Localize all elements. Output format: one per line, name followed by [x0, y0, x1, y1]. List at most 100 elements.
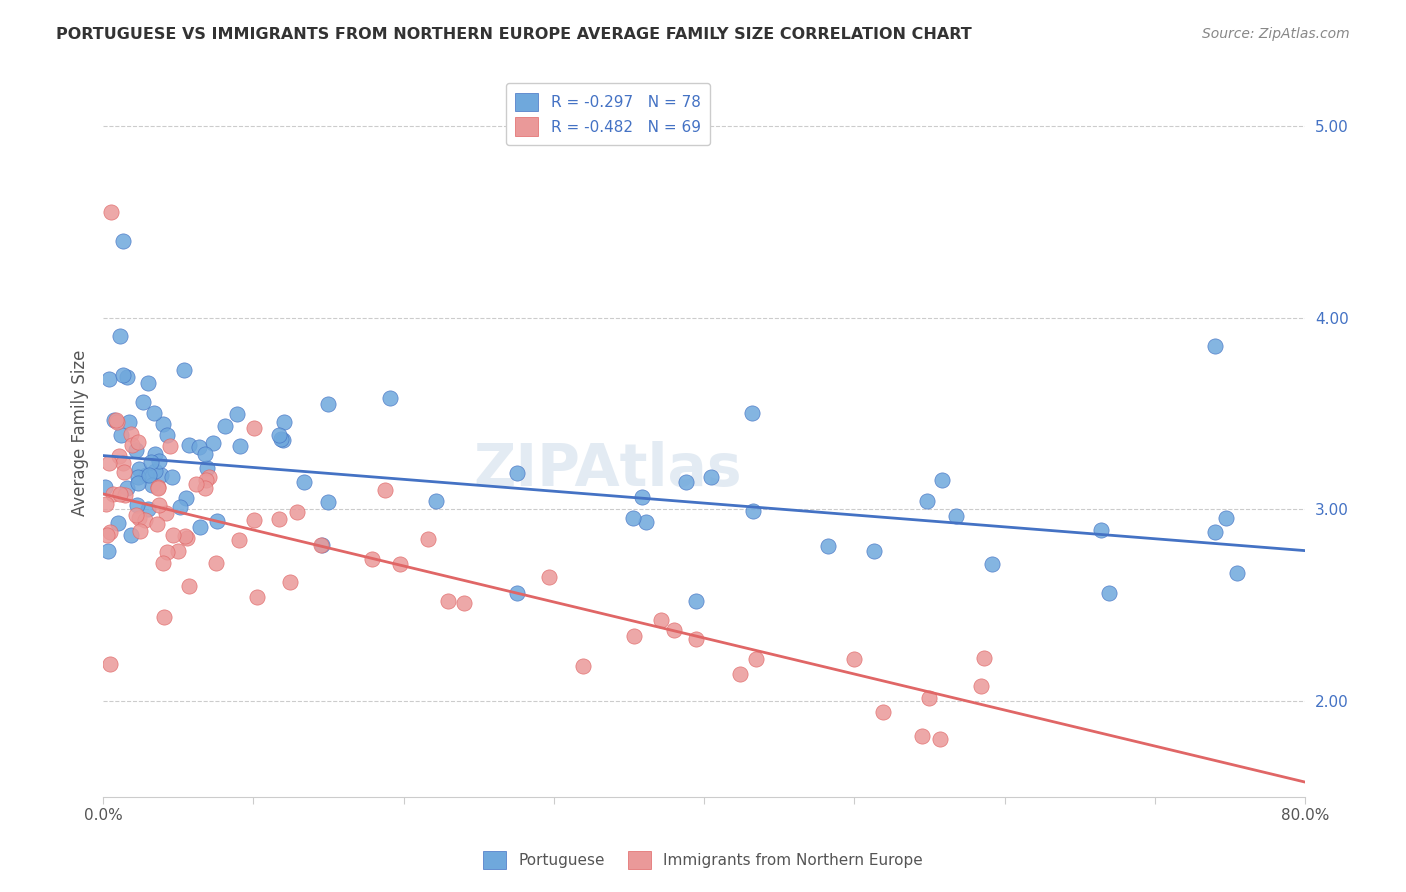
Point	[318, 397, 340, 411]
Point	[134, 512, 156, 526]
Point	[135, 468, 157, 483]
Point	[844, 652, 866, 666]
Point	[662, 623, 685, 637]
Point	[111, 368, 134, 382]
Point	[1204, 525, 1226, 540]
Point	[981, 557, 1004, 571]
Point	[630, 490, 652, 504]
Point	[270, 432, 292, 446]
Point	[167, 544, 190, 558]
Point	[156, 545, 179, 559]
Point	[138, 501, 160, 516]
Point	[1090, 523, 1112, 537]
Point	[278, 574, 301, 589]
Point	[110, 427, 132, 442]
Point	[97, 372, 120, 386]
Point	[214, 418, 236, 433]
Point	[129, 524, 152, 538]
Point	[194, 473, 217, 487]
Point	[741, 406, 763, 420]
Point	[108, 487, 131, 501]
Point	[425, 494, 447, 508]
Point	[506, 586, 529, 600]
Point	[108, 449, 131, 463]
Point	[634, 515, 657, 529]
Legend: Portuguese, Immigrants from Northern Europe: Portuguese, Immigrants from Northern Eur…	[477, 845, 929, 875]
Point	[159, 439, 181, 453]
Point	[138, 376, 160, 390]
Point	[142, 406, 165, 420]
Point	[110, 328, 132, 343]
Point	[378, 391, 401, 405]
Point	[153, 610, 176, 624]
Point	[685, 632, 707, 646]
Point	[120, 528, 142, 542]
Point	[571, 659, 593, 673]
Point	[243, 512, 266, 526]
Point	[118, 416, 141, 430]
Point	[246, 590, 269, 604]
Point	[538, 570, 561, 584]
Point	[863, 544, 886, 558]
Point	[155, 506, 177, 520]
Point	[104, 412, 127, 426]
Point	[101, 486, 124, 500]
Point	[685, 594, 707, 608]
Point	[1204, 339, 1226, 353]
Point	[225, 408, 247, 422]
Point	[872, 706, 894, 720]
Point	[98, 525, 121, 540]
Point	[269, 428, 291, 442]
Text: ZIPAtlas: ZIPAtlas	[474, 441, 742, 498]
Point	[174, 491, 197, 506]
Text: Source: ZipAtlas.com: Source: ZipAtlas.com	[1202, 27, 1350, 41]
Point	[105, 415, 128, 429]
Point	[103, 413, 125, 427]
Point	[273, 434, 295, 448]
Point	[204, 556, 226, 570]
Point	[970, 679, 993, 693]
Point	[97, 457, 120, 471]
Point	[112, 465, 135, 479]
Point	[174, 529, 197, 543]
Point	[111, 234, 134, 248]
Point	[152, 556, 174, 570]
Point	[194, 447, 217, 461]
Point	[141, 477, 163, 491]
Point	[187, 440, 209, 454]
Point	[1098, 586, 1121, 600]
Point	[160, 470, 183, 484]
Point	[621, 511, 644, 525]
Point	[146, 481, 169, 495]
Point	[169, 500, 191, 514]
Point	[285, 505, 308, 519]
Point	[973, 651, 995, 665]
Point	[176, 531, 198, 545]
Point	[198, 470, 221, 484]
Point	[744, 652, 766, 666]
Point	[107, 516, 129, 530]
Point	[98, 657, 121, 672]
Point	[127, 469, 149, 483]
Point	[311, 538, 333, 552]
Point	[127, 475, 149, 490]
Point	[202, 436, 225, 450]
Point	[128, 462, 150, 476]
Point	[152, 417, 174, 432]
Point	[194, 481, 217, 495]
Point	[243, 421, 266, 435]
Point	[917, 494, 939, 508]
Point	[675, 475, 697, 489]
Point	[128, 511, 150, 525]
Point	[146, 516, 169, 531]
Legend: R = -0.297   N = 78, R = -0.482   N = 69: R = -0.297 N = 78, R = -0.482 N = 69	[506, 84, 710, 145]
Point	[148, 453, 170, 467]
Point	[125, 442, 148, 457]
Point	[156, 427, 179, 442]
Point	[148, 499, 170, 513]
Point	[111, 457, 134, 471]
Point	[728, 666, 751, 681]
Point	[97, 544, 120, 558]
Point	[125, 508, 148, 522]
Point	[205, 514, 228, 528]
